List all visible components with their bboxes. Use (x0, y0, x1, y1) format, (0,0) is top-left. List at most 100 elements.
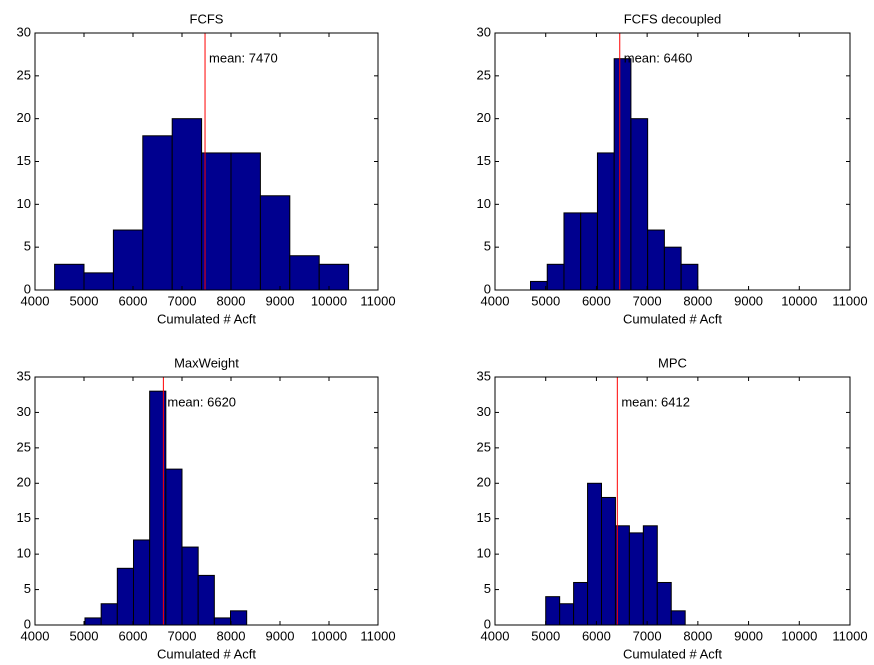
y-tick-label: 10 (17, 546, 31, 561)
y-tick-label: 10 (17, 196, 31, 211)
bar (112, 229, 144, 291)
bar (656, 581, 672, 626)
y-tick-label: 0 (24, 281, 31, 296)
x-tick-label: 5000 (70, 293, 99, 308)
x-tick-label: 8000 (217, 293, 246, 308)
x-tick-label: 6000 (582, 628, 611, 643)
bar (259, 195, 291, 291)
x-tick-label: 5000 (70, 628, 99, 643)
y-tick-label: 5 (484, 239, 491, 254)
x-tick-label: 10000 (311, 628, 347, 643)
bar (230, 152, 261, 291)
y-tick-label: 20 (477, 475, 491, 490)
bar (181, 546, 199, 626)
bar (563, 212, 582, 291)
x-tick-label: 7000 (633, 628, 662, 643)
x-tick-label: 8000 (683, 293, 712, 308)
y-tick-label: 15 (477, 153, 491, 168)
x-tick-label: 11000 (360, 293, 395, 308)
x-tick-label: 6000 (119, 293, 148, 308)
x-axis-label: Cumulated # Acft (623, 646, 722, 661)
x-tick-label: 5000 (531, 628, 560, 643)
chart-title: FCFS (190, 11, 224, 26)
bar (142, 135, 173, 291)
x-tick-label: 4000 (481, 293, 510, 308)
y-tick-label: 30 (17, 404, 31, 419)
chart-title: MaxWeight (174, 355, 239, 370)
bar (680, 263, 699, 291)
x-tick-label: 7000 (168, 628, 197, 643)
x-tick-label: 4000 (21, 293, 50, 308)
x-tick-label: 9000 (266, 293, 295, 308)
y-tick-label: 15 (17, 510, 31, 525)
y-tick-label: 0 (484, 616, 491, 631)
bar (530, 280, 548, 291)
y-tick-label: 5 (24, 239, 31, 254)
y-tick-label: 35 (17, 368, 31, 383)
y-tick-label: 20 (477, 110, 491, 125)
bar (573, 581, 589, 626)
bar (289, 255, 320, 291)
y-tick-label: 15 (17, 153, 31, 168)
x-tick-label: 8000 (217, 628, 246, 643)
bar (84, 617, 102, 626)
y-tick-label: 15 (477, 510, 491, 525)
bar (213, 617, 232, 626)
x-tick-label: 11000 (832, 293, 867, 308)
x-tick-label: 4000 (481, 628, 510, 643)
plot-area (495, 377, 850, 625)
y-tick-label: 30 (477, 404, 491, 419)
y-tick-label: 30 (477, 24, 491, 39)
bar (83, 272, 114, 291)
y-tick-label: 20 (17, 110, 31, 125)
x-tick-label: 10000 (311, 293, 347, 308)
bar (100, 603, 118, 626)
bar (628, 532, 644, 626)
bar (165, 468, 183, 626)
bar (670, 610, 686, 626)
x-axis-label: Cumulated # Acft (623, 311, 722, 326)
bar (587, 482, 603, 626)
y-tick-label: 30 (17, 24, 31, 39)
x-tick-label: 11000 (360, 628, 395, 643)
x-tick-label: 8000 (683, 628, 712, 643)
x-axis-label: Cumulated # Acft (157, 646, 256, 661)
bar (559, 603, 575, 626)
bar (546, 263, 565, 291)
x-tick-label: 5000 (531, 293, 560, 308)
y-tick-label: 5 (24, 581, 31, 596)
y-tick-label: 5 (484, 581, 491, 596)
bar (647, 229, 665, 291)
bar (132, 539, 151, 626)
x-tick-label: 10000 (781, 293, 817, 308)
bar (642, 525, 658, 626)
bar (116, 567, 134, 626)
bar (54, 263, 85, 291)
x-tick-label: 9000 (266, 628, 295, 643)
bar (230, 610, 248, 626)
x-tick-label: 4000 (21, 628, 50, 643)
bar (201, 152, 232, 291)
mean-label: mean: 6620 (167, 394, 236, 409)
y-tick-label: 25 (17, 439, 31, 454)
y-tick-label: 10 (477, 196, 491, 211)
x-tick-label: 6000 (582, 293, 611, 308)
bar (613, 58, 632, 291)
x-tick-label: 7000 (168, 293, 197, 308)
axes-frame (494, 376, 851, 626)
y-tick-label: 25 (477, 67, 491, 82)
bar (171, 118, 203, 291)
bar (630, 118, 649, 291)
y-tick-label: 25 (17, 67, 31, 82)
chart-title: FCFS decoupled (624, 11, 722, 26)
y-tick-label: 20 (17, 475, 31, 490)
y-tick-label: 35 (477, 368, 491, 383)
x-tick-label: 6000 (119, 628, 148, 643)
axes-frame (34, 376, 379, 626)
x-tick-label: 9000 (734, 628, 763, 643)
mean-label: mean: 7470 (209, 50, 278, 65)
y-tick-label: 10 (477, 546, 491, 561)
bar (580, 212, 598, 291)
bar (663, 246, 682, 291)
